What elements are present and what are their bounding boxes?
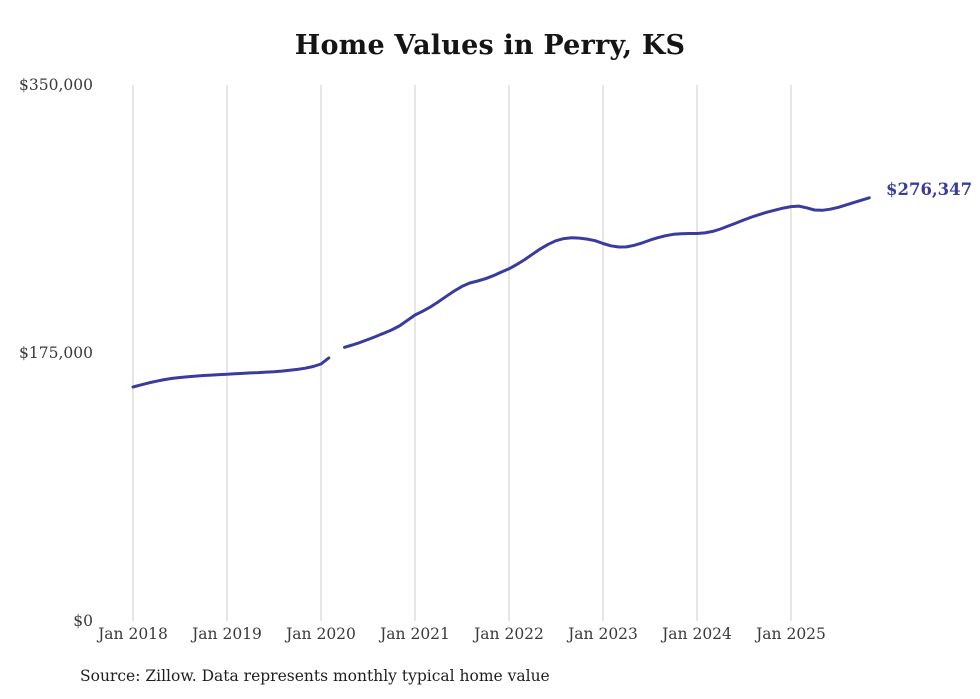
y-axis-label-350000: $350,000	[19, 76, 93, 94]
x-tick-label: Jan 2020	[286, 625, 356, 643]
value-line-group	[131, 196, 871, 389]
x-tick-label: Jan 2019	[192, 625, 262, 643]
x-tick-label: Jan 2025	[756, 625, 826, 643]
end-value-label: $276,347	[886, 180, 973, 199]
x-tick-label: Jan 2018	[98, 625, 168, 643]
x-tick-label: Jan 2024	[662, 625, 732, 643]
source-note: Source: Zillow. Data represents monthly …	[80, 667, 550, 685]
y-axis-label-175000: $175,000	[19, 344, 93, 362]
x-tick-label: Jan 2021	[380, 625, 450, 643]
chart-title: Home Values in Perry, KS	[294, 30, 686, 61]
gridlines-group	[132, 85, 792, 621]
y-axis-label-0: $0	[73, 612, 93, 630]
x-tick-label: Jan 2022	[474, 625, 544, 643]
x-tick-label: Jan 2023	[568, 625, 638, 643]
home-value-line	[131, 196, 871, 389]
